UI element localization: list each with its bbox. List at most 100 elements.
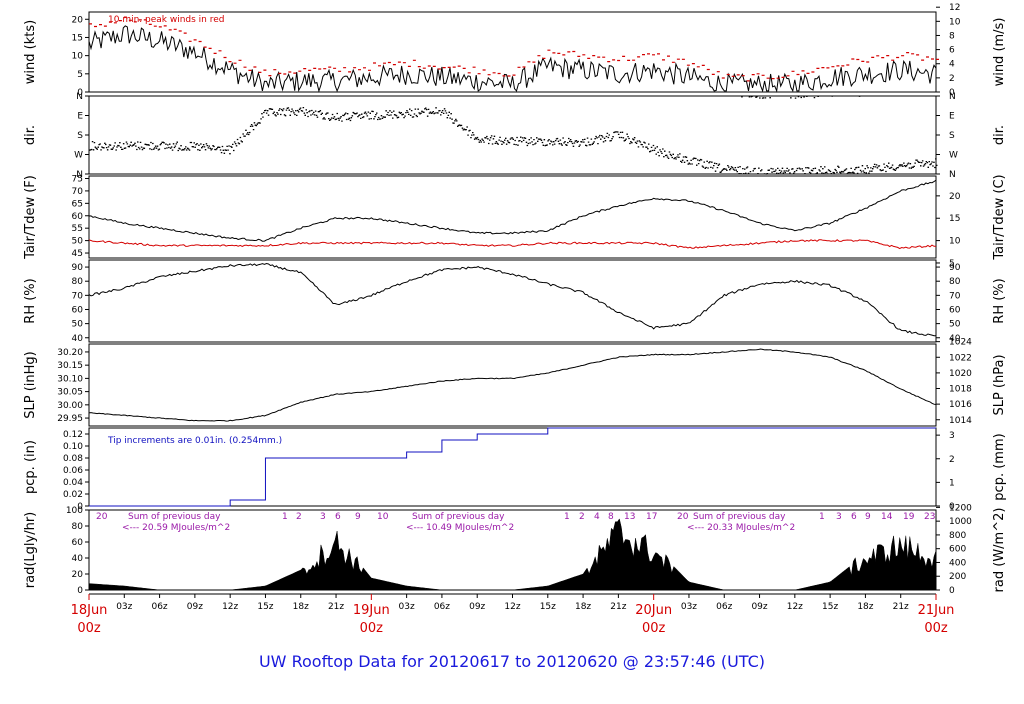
rh-right-tick-label: 80 (949, 277, 961, 287)
rad-hour-mark: 4 (594, 512, 600, 522)
rad-right-tick-label: 1000 (949, 517, 972, 527)
rh-frame (88, 259, 937, 343)
rad-ylabel-right: rad (W/m^2) (992, 508, 1007, 593)
slp-right-tick-label: 1024 (949, 338, 972, 348)
rad-hour-mark: 3 (836, 512, 842, 522)
dir-left-tick-label: N (76, 170, 83, 180)
rh-series-line (88, 262, 936, 337)
rad-right-tick-label: 1200 (949, 503, 972, 513)
wind-right-tick-label: 2 (949, 74, 955, 84)
temp-right-tick-label: 20 (949, 192, 961, 202)
day-label-time: 00z (77, 621, 101, 636)
temp-series-line (88, 179, 937, 242)
wind-right-tick-label: 12 (949, 3, 960, 13)
x-tick-label: 18z (293, 602, 309, 612)
wind-right-tick-label: 0 (949, 88, 955, 98)
temp-panel: 45 50 55 60 65 70 75 5 10 15 20 Tair/Tdew (F) Tair/T… (23, 174, 1007, 269)
slp-left-tick-label: 30.00 (57, 401, 83, 411)
pcp-left-tick-label: 0.02 (63, 490, 83, 500)
temp-left-tick-label: 45 (72, 249, 83, 259)
x-tick-label: 15z (822, 602, 838, 612)
pcp-left-tick-label: 0.10 (63, 442, 83, 452)
temp-left-tick-label: 65 (72, 199, 83, 209)
x-tick-label: 18z (575, 602, 591, 612)
pcp-right-tick-label: 3 (949, 431, 955, 441)
precip-line (89, 427, 936, 507)
pcp-left-tick-label: 0.04 (63, 478, 83, 488)
rad-hour-mark: 10 (377, 512, 389, 522)
day-label: 19Jun (353, 603, 390, 618)
rad-hour-mark: 2 (579, 512, 585, 522)
x-tick-label: 03z (399, 602, 415, 612)
x-tick-label: 21z (610, 602, 626, 612)
temp-left-tick-label: 70 (72, 187, 84, 197)
temp-frame (88, 175, 937, 259)
day-label-time: 00z (360, 621, 384, 636)
pcp-left-tick-label: 0.12 (63, 430, 83, 440)
pcp-left-tick-label: 0 (77, 502, 83, 512)
day-label-time: 00z (924, 621, 948, 636)
rad-hour-mark: 3 (320, 512, 326, 522)
rad-right-tick-label: 200 (949, 572, 966, 582)
wind-left-tick-label: 0 (77, 88, 83, 98)
wind-right-tick-label: 4 (949, 60, 955, 70)
dir-right-tick-label: E (949, 112, 955, 122)
wind-annotation: 10 min. peak winds in red (108, 15, 225, 25)
slp-left-tick-label: 30.20 (57, 348, 83, 358)
pcp-right-tick-label: 0 (949, 502, 955, 512)
wind-right-tick-label: 8 (949, 31, 955, 41)
rad-hour-mark: 1 (282, 512, 288, 522)
temp-ylabel-right: Tair/Tdew (C) (992, 174, 1007, 260)
rad-hour-mark: 20 (96, 512, 108, 522)
x-tick-label: 21z (893, 602, 909, 612)
dir-right-tick-label: N (949, 92, 956, 102)
rad-left-tick-label: 20 (72, 570, 84, 580)
x-tick-label: 06z (716, 602, 732, 612)
rh-left-tick-label: 60 (72, 305, 84, 315)
x-tick-label: 09z (751, 602, 767, 612)
rad-sum-label-1: Sum of previous day (128, 512, 221, 522)
rad-right-tick-label: 0 (949, 586, 955, 596)
rh-ylabel-left: RH (%) (23, 278, 38, 323)
rh-left-tick-label: 50 (72, 320, 84, 330)
pcp-frame (88, 427, 937, 507)
rad-hour-mark: 9 (865, 512, 871, 522)
rad-ylabel-left: rad(Lgly/hr) (23, 512, 38, 588)
x-tick-label: 21z (328, 602, 344, 612)
wind-left-tick-label: 15 (72, 33, 83, 43)
rh-left-tick-label: 90 (72, 263, 84, 273)
slp-right-tick-label: 1022 (949, 353, 972, 363)
wind-peak-marks (89, 16, 939, 82)
rh-right-tick-label: 90 (949, 263, 961, 273)
rh-ylabel-right: RH (%) (992, 278, 1007, 323)
rh-panel: 40 50 60 70 80 90 40 50 60 70 80 90 RH (%) RH (%) (23, 259, 1007, 344)
pcp-left-tick-label: 0.06 (63, 466, 83, 476)
wind-ylabel-right: wind (m/s) (992, 18, 1007, 87)
day-label-time: 00z (642, 621, 666, 636)
rad-hour-mark: 23 (924, 512, 935, 522)
temp-left-tick-label: 75 (72, 174, 83, 184)
rad-right-tick-label: 800 (949, 531, 966, 541)
slp-right-tick-label: 1020 (949, 369, 972, 379)
x-tick-label: 06z (434, 602, 450, 612)
slp-left-tick-label: 30.10 (57, 374, 83, 384)
dir-left-tick-label: W (74, 151, 83, 161)
rh-right-tick-label: 70 (949, 291, 961, 301)
x-tick-label: 06z (151, 602, 167, 612)
x-tick-label: 18z (857, 602, 873, 612)
temp-ylabel-left: Tair/Tdew (F) (23, 175, 38, 260)
rad-sum-label-2: Sum of previous day (412, 512, 505, 522)
x-tick-label: 12z (222, 602, 238, 612)
x-tick-label: 15z (540, 602, 556, 612)
day-label: 20Jun (635, 603, 672, 618)
x-axis-layer: 03z 06z 09z 12z 15z 18z 21z 03z 06z 09z 12z 15z 18z 2… (71, 593, 954, 636)
pcp-right-tick-label: 2 (949, 455, 955, 465)
wind-right-tick-label: 10 (949, 17, 961, 27)
slp-ylabel-right: SLP (hPa) (992, 354, 1007, 415)
wind-frame (88, 11, 937, 93)
rad-hour-mark: 19 (903, 512, 915, 522)
pcp-right-tick-label: 1 (949, 478, 955, 488)
rh-right-tick-label: 50 (949, 320, 961, 330)
